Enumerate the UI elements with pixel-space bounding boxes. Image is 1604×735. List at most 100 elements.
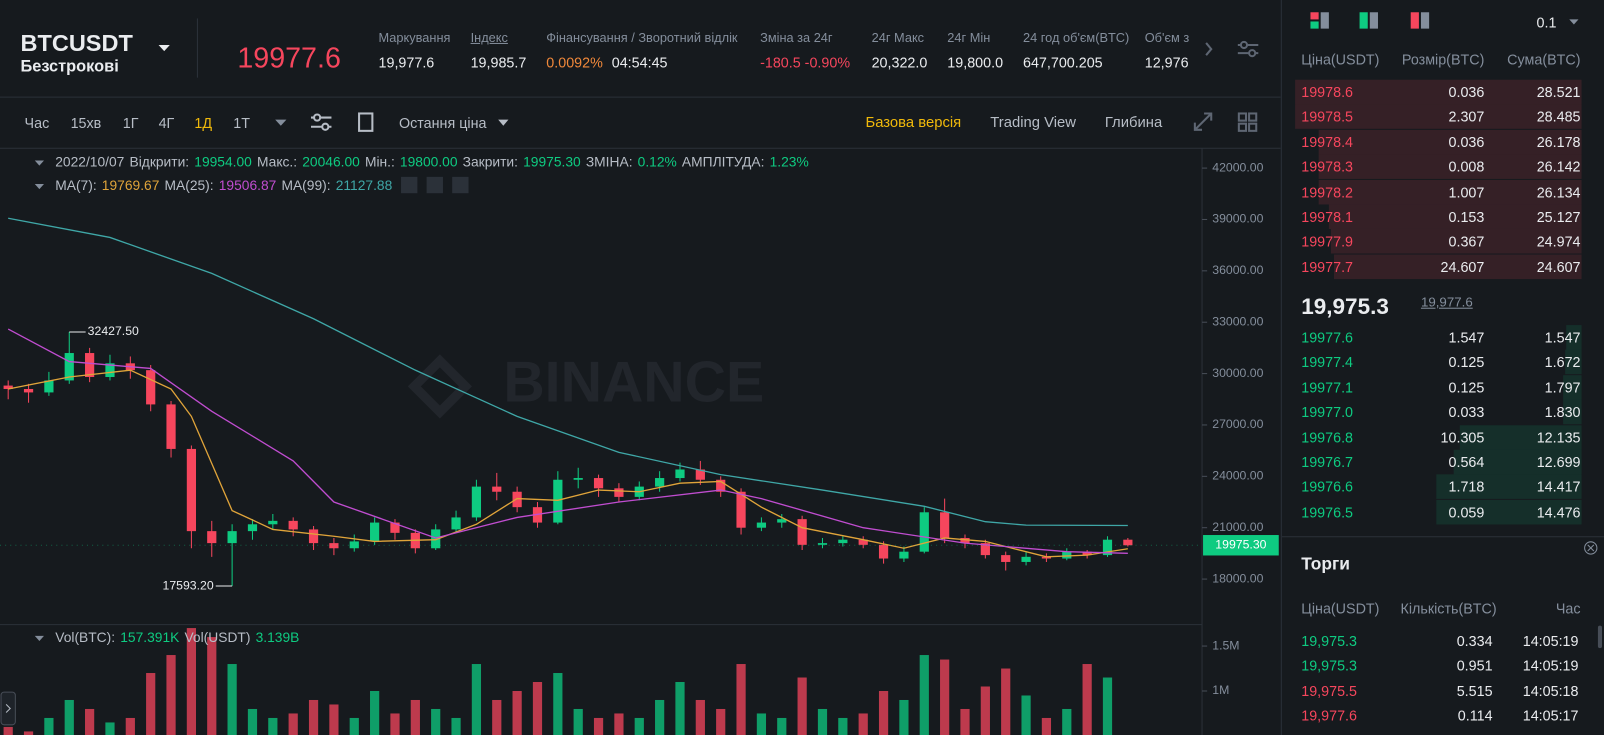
interval-option[interactable]: Час xyxy=(24,114,50,131)
y-tick-label: 24000.00 xyxy=(1212,469,1263,483)
stat-value: 19,800.0 xyxy=(947,54,1004,71)
legend-label: Vol(BTC): xyxy=(55,629,116,646)
book-step[interactable]: 0.1 xyxy=(1536,14,1557,31)
volume-bar xyxy=(329,704,339,735)
stat-value: -180.5 -0.90% xyxy=(760,54,851,71)
book-price: 19978.3 xyxy=(1301,158,1354,176)
volume-bar xyxy=(553,673,563,735)
view-option[interactable]: Trading View xyxy=(990,114,1077,131)
volume-bar xyxy=(512,690,522,735)
book-view-both[interactable] xyxy=(1310,12,1329,29)
volume-legend: Vol(BTC): 157.391K Vol(USDT) 3.139B xyxy=(55,629,299,647)
volume-bar xyxy=(817,708,828,735)
candle-body xyxy=(105,363,115,378)
trade-qty: 0.114 xyxy=(1457,707,1493,724)
interval-dropdown[interactable] xyxy=(275,119,287,126)
book-size: 0.059 xyxy=(1448,503,1485,521)
candle-body xyxy=(940,512,950,538)
book-sum: 24.607 xyxy=(1536,258,1581,275)
volume-bar xyxy=(370,690,380,735)
view-option[interactable]: Глибина xyxy=(1104,114,1163,131)
candle-body xyxy=(64,353,74,381)
scrollbar[interactable] xyxy=(1597,625,1603,649)
candle-body xyxy=(308,529,319,544)
book-size: 0.036 xyxy=(1448,133,1485,151)
volume-bar xyxy=(1041,717,1052,735)
candle-body xyxy=(1001,555,1011,562)
legend-button[interactable] xyxy=(427,176,444,194)
book-size: 0.125 xyxy=(1448,354,1485,371)
contract-type: Безстрокові xyxy=(20,58,119,76)
legend-value: 19800.00 xyxy=(399,154,458,170)
chart-area: BINANCE 18000.00 21000.00 24000.00 27000.00 3… xyxy=(0,0,1281,735)
candle-body xyxy=(716,479,726,492)
view-option[interactable]: Базова версія xyxy=(865,114,962,131)
volume-bar xyxy=(308,699,319,735)
depth-bar xyxy=(1334,254,1582,279)
book-price: 19977.7 xyxy=(1301,258,1354,275)
depth-bar xyxy=(1436,499,1582,525)
watermark-logo xyxy=(407,354,472,419)
candles xyxy=(3,217,1133,587)
scroll-right[interactable] xyxy=(1205,42,1213,56)
last-price-label: 19975.30 xyxy=(1215,537,1266,551)
interval-option[interactable]: 4Г xyxy=(158,114,175,131)
book-sum: 14.476 xyxy=(1536,503,1581,521)
last-price-tag xyxy=(1203,535,1279,556)
depth-bar xyxy=(1436,474,1582,500)
legend-value: 21127.88 xyxy=(335,177,393,194)
expand-button[interactable] xyxy=(0,691,16,726)
depth-bar xyxy=(1563,374,1582,400)
settings-icon[interactable] xyxy=(1237,40,1259,58)
interval-option[interactable]: 1Д xyxy=(194,114,213,131)
watermark: BINANCE xyxy=(503,351,764,415)
depth-bar xyxy=(1566,325,1582,350)
extreme-label: 32427.50 xyxy=(88,324,139,338)
book-view-bids[interactable] xyxy=(1359,12,1378,29)
interval-option[interactable]: 1Г xyxy=(122,114,139,131)
book-sum: 24.974 xyxy=(1536,233,1581,250)
candle-body xyxy=(878,544,889,559)
layout-icon[interactable] xyxy=(1237,112,1258,132)
last-price: 19977.6 xyxy=(237,41,341,74)
y-tick-label: 18000.00 xyxy=(1212,571,1263,585)
interval-option[interactable]: 15хв xyxy=(70,114,102,131)
template-icon[interactable] xyxy=(358,112,374,132)
book-sum: 1.830 xyxy=(1544,404,1581,421)
stat-value: 19,977.6 xyxy=(378,54,435,71)
background xyxy=(0,0,1281,735)
book-price: 19978.4 xyxy=(1301,133,1354,151)
candle-body xyxy=(451,517,461,530)
step-dropdown[interactable] xyxy=(1569,19,1579,25)
stat-value: 19,985.7 xyxy=(470,54,527,71)
book-sum: 14.417 xyxy=(1536,478,1581,496)
indicator-icon[interactable] xyxy=(310,113,332,131)
candle-body xyxy=(817,543,828,545)
price-type-dropdown[interactable] xyxy=(498,119,509,126)
volume-bar xyxy=(85,708,95,735)
book-view-asks[interactable] xyxy=(1410,12,1430,29)
volume-bar xyxy=(492,699,502,735)
book-size: 1.718 xyxy=(1448,478,1485,496)
interval-option[interactable]: 1Т xyxy=(233,114,250,131)
price-type[interactable]: Остання ціна xyxy=(398,114,487,131)
volume-bar xyxy=(3,726,13,735)
book-price: 19976.6 xyxy=(1301,478,1354,496)
book-sum: 26.142 xyxy=(1536,158,1581,176)
candle-body xyxy=(1062,551,1072,559)
volume-bar xyxy=(125,717,135,735)
candle-body xyxy=(227,531,237,544)
legend-button[interactable] xyxy=(452,176,470,194)
candle-body xyxy=(1123,539,1133,546)
volume-bar xyxy=(166,655,176,735)
legend-value: 19975.30 xyxy=(523,154,581,170)
candle-body xyxy=(797,519,807,545)
legend-value: 19769.67 xyxy=(101,177,160,194)
symbol-dropdown[interactable] xyxy=(158,44,170,52)
legend-button[interactable] xyxy=(401,176,418,194)
volume-bar xyxy=(227,664,237,735)
fullscreen-icon[interactable] xyxy=(1193,112,1213,131)
close-icon[interactable] xyxy=(1584,541,1598,555)
candle-body xyxy=(288,520,298,530)
